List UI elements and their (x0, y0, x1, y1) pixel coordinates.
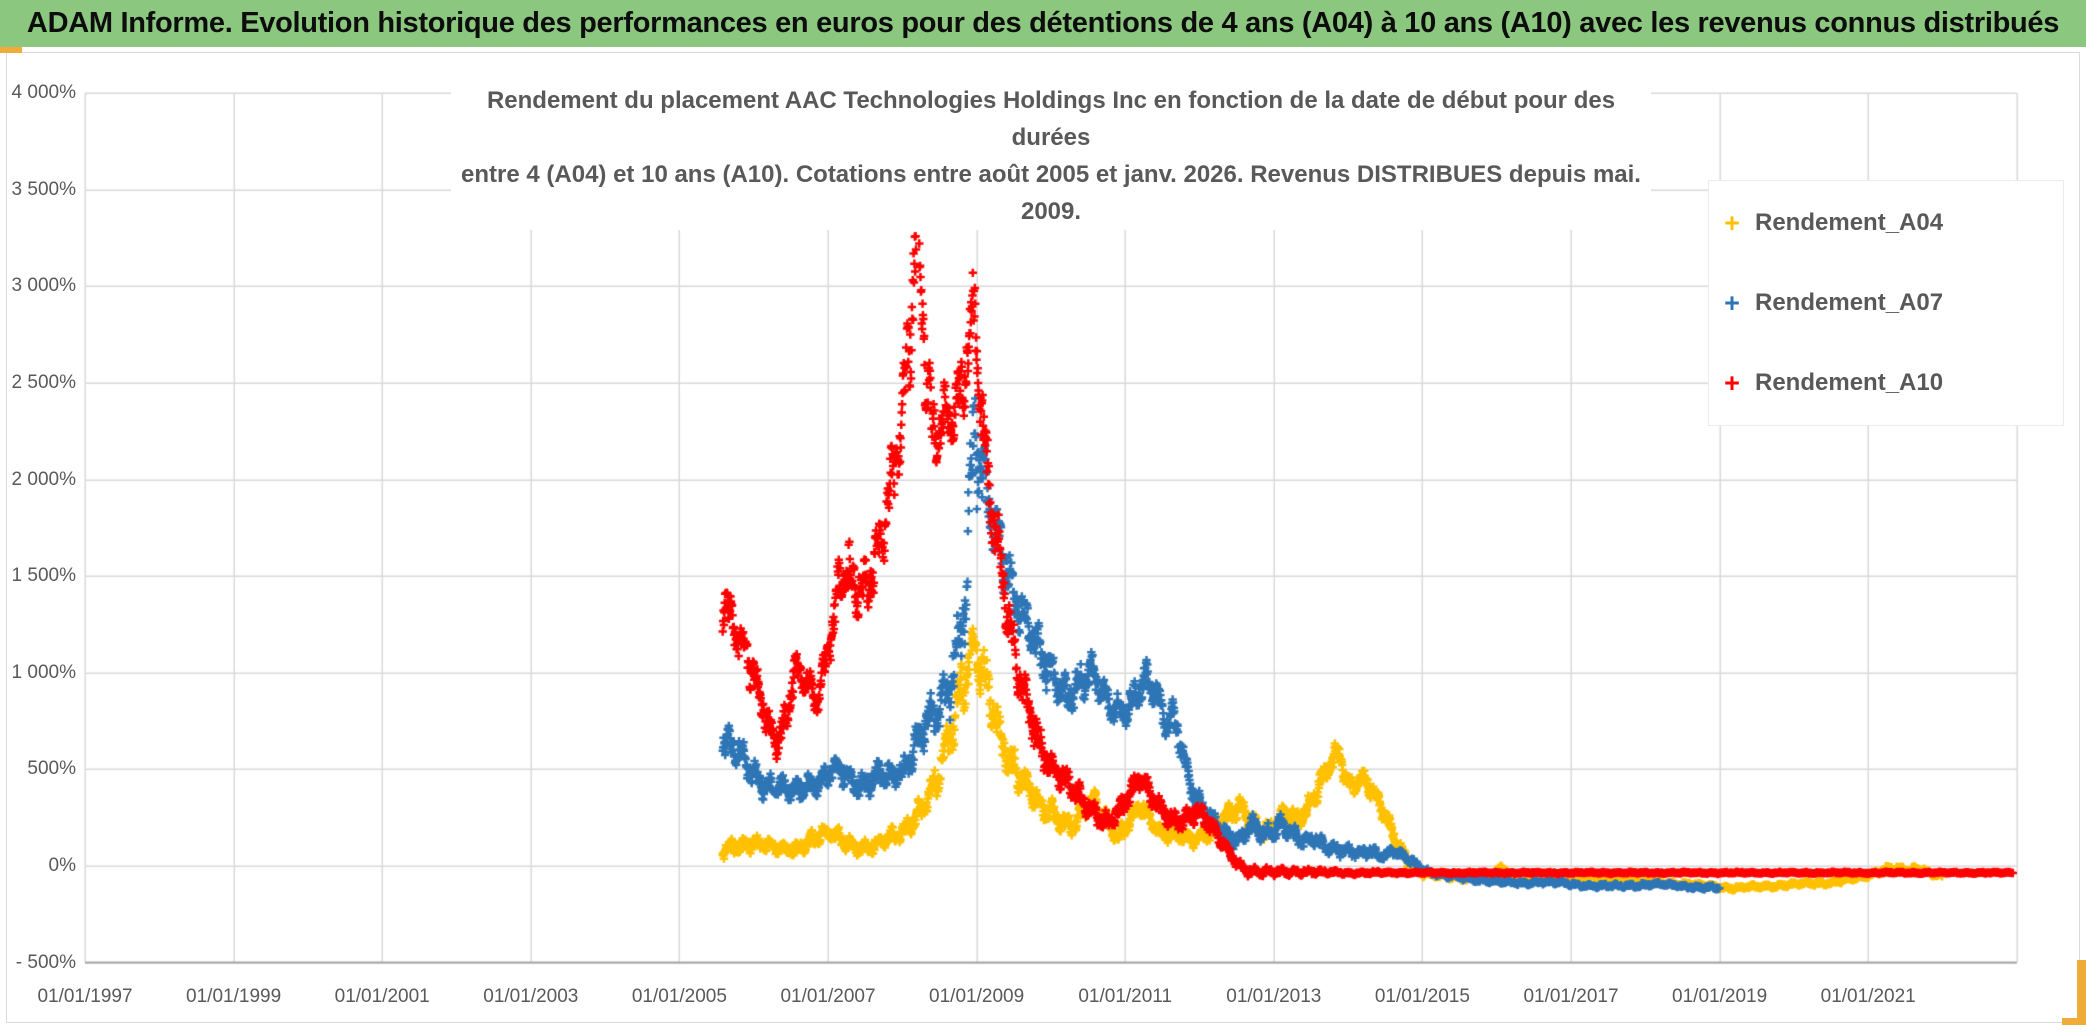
title-banner: ADAM Informe. Evolution historique des p… (0, 0, 2086, 47)
x-axis-tick-label: 01/01/2007 (780, 986, 876, 1007)
legend: + Rendement_A04 + Rendement_A07 + Rendem… (1708, 180, 2064, 426)
x-axis-tick-label: 01/01/2005 (631, 986, 727, 1007)
x-axis-tick-label: 01/01/1997 (37, 986, 133, 1007)
x-axis-tick-label: 01/01/2011 (1078, 986, 1173, 1007)
legend-label: Rendement_A04 (1755, 209, 1944, 236)
x-axis-tick-label: 01/01/2015 (1374, 986, 1470, 1007)
plus-marker-icon: + (1724, 288, 1740, 318)
y-axis-tick-label: 0% (48, 855, 76, 876)
chart-title-line1: Rendement du placement AAC Technologies … (486, 87, 1616, 151)
y-axis-tick-label: 500% (27, 758, 76, 780)
y-axis-tick-label: 4 000% (11, 82, 76, 104)
legend-item-rendement-a07[interactable]: + Rendement_A07 (1709, 285, 2063, 321)
y-axis-tick-label: 2 500% (11, 372, 76, 393)
legend-label: Rendement_A07 (1755, 289, 1944, 316)
y-axis-tick-label: 1 500% (11, 565, 76, 587)
orange-accent-bottom-right-vertical (2077, 960, 2086, 1025)
x-axis-tick-label: 01/01/2017 (1523, 986, 1619, 1007)
chart-title: Rendement du placement AAC Technologies … (451, 82, 1651, 230)
legend-label: Rendement_A10 (1755, 369, 1944, 396)
x-axis-tick-label: 01/01/2001 (334, 986, 430, 1007)
orange-accent-top-left (0, 47, 22, 53)
orange-accent-bottom-right-horizontal (2062, 1018, 2086, 1025)
banner-title: ADAM Informe. Evolution historique des p… (26, 7, 2060, 39)
x-axis-tick-label: 01/01/2009 (929, 986, 1025, 1007)
plus-marker-icon: + (1724, 368, 1740, 398)
legend-item-rendement-a04[interactable]: + Rendement_A04 (1709, 205, 2063, 241)
chart-title-line2: entre 4 (A04) et 10 ans (A10). Cotations… (461, 161, 1641, 225)
x-axis-tick-label: 01/01/2021 (1820, 986, 1916, 1007)
x-axis-tick-label: 01/01/2003 (483, 986, 579, 1007)
y-axis-tick-label: 1 000% (11, 661, 76, 683)
x-axis-tick-label: 01/01/2019 (1672, 986, 1768, 1007)
y-axis-tick-label: 3 000% (11, 275, 76, 297)
y-axis-tick-label: - 500% (15, 951, 76, 973)
y-axis-tick-label: 2 000% (11, 468, 76, 490)
y-axis-tick-label: 3 500% (11, 178, 76, 200)
plus-marker-icon: + (1724, 208, 1740, 238)
chart-frame (6, 52, 2080, 1023)
x-axis-tick-label: 01/01/2013 (1226, 986, 1322, 1007)
legend-item-rendement-a10[interactable]: + Rendement_A10 (1709, 365, 2063, 401)
x-axis-tick-label: 01/01/1999 (186, 986, 282, 1007)
